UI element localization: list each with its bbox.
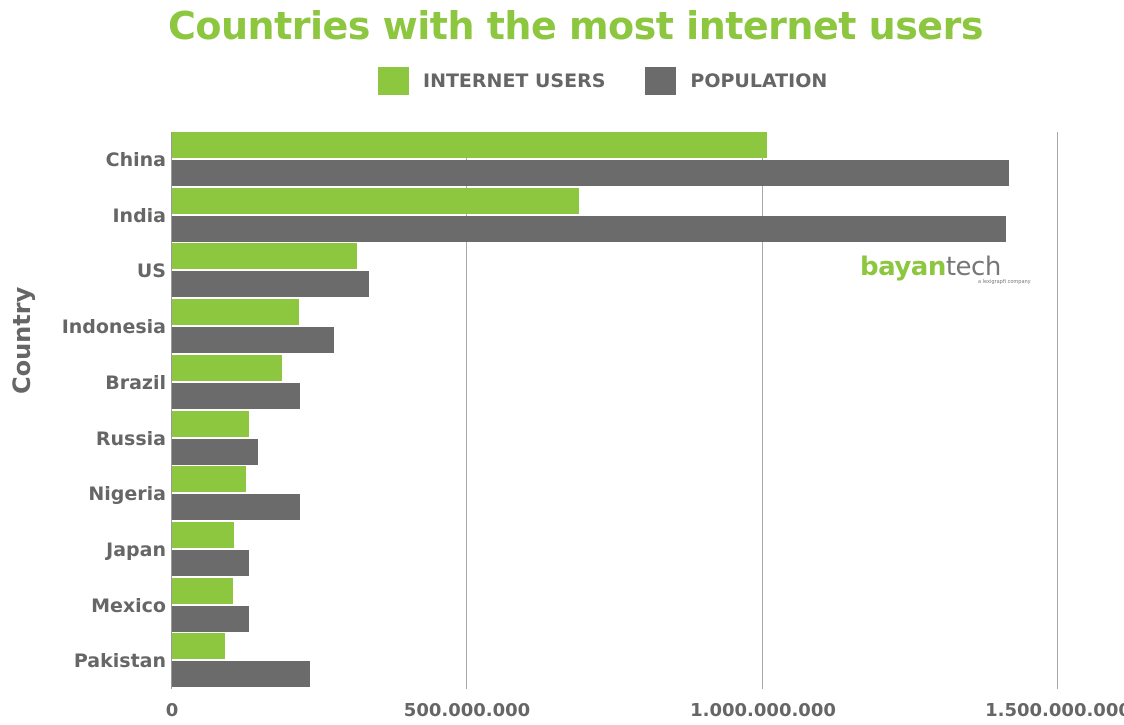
category-label-pakistan: Pakistan: [73, 650, 166, 673]
category-label-us: US: [136, 260, 166, 283]
internet-users-bar-nigeria: [172, 466, 246, 493]
y-axis-line: [171, 132, 172, 689]
population-bar-us: [172, 271, 369, 298]
population-bar-japan: [172, 549, 249, 576]
internet-users-bar-japan: [172, 521, 234, 548]
category-label-china: China: [105, 149, 166, 171]
legend-label: INTERNET USERS: [423, 70, 606, 92]
x-tick-1-5b: 1.500.000.000: [985, 700, 1124, 721]
bayantech-logo: bayantech a lexigrapfi company: [860, 252, 1031, 285]
gridline-1-5b: [1057, 132, 1058, 689]
legend-item-population: POPULATION: [645, 67, 827, 95]
internet-users-bar-china: [172, 132, 767, 158]
population-bar-russia: [172, 438, 258, 465]
category-label-japan: Japan: [106, 538, 166, 561]
x-tick-500m: 500.000.000: [403, 700, 531, 721]
category-label-india: India: [112, 204, 166, 227]
legend: INTERNET USERS POPULATION: [378, 67, 867, 95]
x-tick-0: 0: [165, 700, 179, 721]
legend-label: POPULATION: [690, 70, 828, 92]
logo-text-light: tech: [945, 252, 1001, 282]
logo-text-bold: bayan: [860, 252, 946, 282]
category-label-nigeria: Nigeria: [88, 483, 166, 506]
population-bar-nigeria: [172, 494, 300, 521]
population-bar-indonesia: [172, 327, 334, 354]
gridline-1b: [762, 132, 763, 689]
internet-users-bar-brazil: [172, 354, 282, 381]
population-bar-brazil: [172, 382, 300, 409]
internet-users-bar-india: [172, 187, 579, 214]
population-swatch-icon: [645, 67, 677, 95]
internet-users-bar-indonesia: [172, 299, 299, 326]
internet-users-bar-russia: [172, 410, 249, 437]
legend-item-internet-users: INTERNET USERS: [378, 67, 605, 95]
population-bar-china: [172, 160, 1009, 186]
internet-users-bar-us: [172, 243, 357, 270]
category-label-indonesia: Indonesia: [61, 316, 166, 339]
internet-users-bar-pakistan: [172, 633, 225, 660]
y-axis-label: Country: [8, 286, 36, 394]
category-label-russia: Russia: [95, 427, 166, 450]
population-bar-india: [172, 215, 1006, 242]
internet-users-bar-mexico: [172, 577, 233, 604]
category-label-brazil: Brazil: [105, 371, 166, 394]
plot-area: [171, 132, 1071, 689]
gridline-500m: [466, 132, 467, 689]
population-bar-mexico: [172, 605, 249, 632]
chart-title: Countries with the most internet users: [168, 4, 983, 48]
logo-tagline: a lexigrapfi company: [978, 279, 1031, 285]
category-label-mexico: Mexico: [91, 594, 166, 617]
population-bar-pakistan: [172, 661, 310, 688]
x-tick-1b: 1.000.000.000: [690, 700, 836, 721]
internet-users-swatch-icon: [378, 67, 409, 95]
